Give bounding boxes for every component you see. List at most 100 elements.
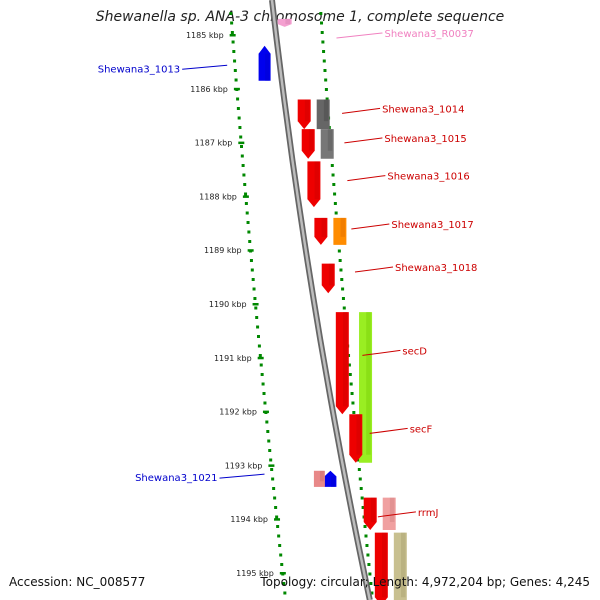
gene-label-rrmJ: rrmJ <box>377 508 438 519</box>
outer-ring-dot <box>359 487 363 490</box>
outer-ring-dot <box>330 164 334 167</box>
ruler-tick-mark <box>252 303 259 306</box>
outer-ring-dot <box>357 468 361 471</box>
map-title: Shewanella sp. ANA-3 chromosome 1, compl… <box>95 9 505 25</box>
feature-secD <box>335 312 349 415</box>
inner-ring-dot <box>274 506 278 509</box>
feature-shape <box>333 217 347 245</box>
outer-ring-dot <box>322 59 326 63</box>
inner-ring-dot <box>265 420 269 424</box>
outer-ring-dot <box>366 553 370 557</box>
inner-ring-dot <box>257 344 261 348</box>
label-leader-line <box>351 223 390 230</box>
feature-shading <box>323 99 329 122</box>
inner-ring-dot <box>276 525 280 528</box>
outer-ring-dot <box>358 477 362 481</box>
outer-ring-dot <box>367 563 371 566</box>
ruler-ticks-layer: 1185 kbp 1186 kbp 1187 kbp 1188 kbp 1189 kbp… <box>186 31 286 578</box>
ruler-tick-mark <box>262 410 269 414</box>
inner-ring-dot <box>277 534 281 538</box>
outer-ring-dot <box>339 268 343 272</box>
inner-ring-dot <box>248 240 252 243</box>
ruler-tick-label: 1193 kbp <box>225 461 263 470</box>
inner-ring-dot <box>256 335 260 338</box>
feature-shape <box>301 129 315 159</box>
gene-label-secF: secF <box>369 424 433 435</box>
inner-ring-dot <box>239 135 243 139</box>
outer-ring-dot <box>338 259 342 262</box>
inner-ring-dot <box>247 230 251 234</box>
inner-ring-dot <box>244 202 248 205</box>
inner-ring-dot <box>279 553 283 557</box>
inner-ring-dot <box>231 40 235 44</box>
feature-shading <box>389 497 395 522</box>
inner-ring-dot <box>270 468 274 471</box>
inner-ring-dot <box>261 382 265 386</box>
features-layer <box>258 18 407 600</box>
gene-label-Shewana3_1014: Shewana3_1014 <box>342 104 465 115</box>
feature-Shewana3_1015-cog <box>320 129 334 159</box>
inner-ring-dot <box>262 392 266 395</box>
ruler-tick-label: 1186 kbp <box>190 85 228 94</box>
inner-ring-dot <box>233 69 237 72</box>
outer-ring-dot <box>324 78 328 82</box>
inner-ring-dot <box>269 458 273 462</box>
feature-shading <box>381 532 387 598</box>
inner-ring-dot <box>241 164 245 167</box>
feature-shading <box>328 263 334 286</box>
inner-ring-dot <box>252 287 256 291</box>
inner-ring-dot <box>282 582 286 585</box>
gene-label-text: Shewana3_1018 <box>395 263 477 274</box>
outer-ring-dot <box>341 297 345 300</box>
feature-Shewana3_1021-cog <box>313 470 325 487</box>
feature-shading <box>308 129 314 151</box>
feature-shape <box>307 161 321 208</box>
label-leader-line <box>369 427 408 434</box>
gene-label-text: Shewana3_1015 <box>384 134 466 145</box>
inner-ring-dot <box>260 373 264 376</box>
gene-label-Shewana3_1015: Shewana3_1015 <box>344 134 467 145</box>
feature-Shewana3_1017 <box>314 217 328 245</box>
feature-shape <box>258 45 271 81</box>
feature-shape <box>374 532 388 600</box>
inner-ring-dot <box>245 211 249 215</box>
outer-ring-dot <box>351 401 355 405</box>
outer-ring-dot <box>365 544 369 547</box>
ruler-tick-mark <box>238 141 245 145</box>
outer-ring-dot <box>342 306 346 310</box>
feature-shading <box>265 53 270 81</box>
inner-ring-dot <box>230 21 234 25</box>
ruler-tick-mark <box>257 356 264 360</box>
feature-shape <box>324 470 337 487</box>
ruler-tick-label: 1187 kbp <box>195 139 233 148</box>
ruler-tick-mark <box>247 249 254 252</box>
inner-ring-dot <box>258 354 262 357</box>
feature-shape <box>363 497 377 530</box>
feature-shading <box>319 470 324 482</box>
gene-label-text: secD <box>402 346 427 357</box>
outer-ring-dot <box>333 202 337 205</box>
gene-label-secD: secD <box>362 346 427 357</box>
feature-shading <box>400 532 406 598</box>
inner-ring-dot <box>267 439 271 443</box>
outer-ring-dot <box>349 382 353 386</box>
inner-ring-dot <box>240 145 244 148</box>
outer-ring-dot <box>333 192 337 196</box>
feature-shape <box>313 470 325 487</box>
inner-ring-dot <box>242 173 246 177</box>
feature-shading <box>321 217 327 237</box>
feature-shading <box>304 99 310 122</box>
gene-label-text: Shewana3_R0037 <box>384 29 473 40</box>
inner-ring-dot <box>229 12 233 15</box>
label-leader-line <box>354 266 394 273</box>
gene-label-Shewana3_R0037: Shewana3_R0037 <box>336 29 474 40</box>
label-leader-line <box>182 64 228 70</box>
feature-shape <box>349 414 363 463</box>
feature-Shewana3_R0037 <box>277 18 292 27</box>
outer-ring-dot <box>364 534 368 538</box>
gene-labels-layer: Shewana3_R0037 Shewana3_1013 Shewana3_1014… <box>98 29 478 519</box>
inner-ring-dot <box>273 496 277 500</box>
ruler-tick-mark <box>242 195 249 198</box>
label-leader-line <box>347 175 386 182</box>
